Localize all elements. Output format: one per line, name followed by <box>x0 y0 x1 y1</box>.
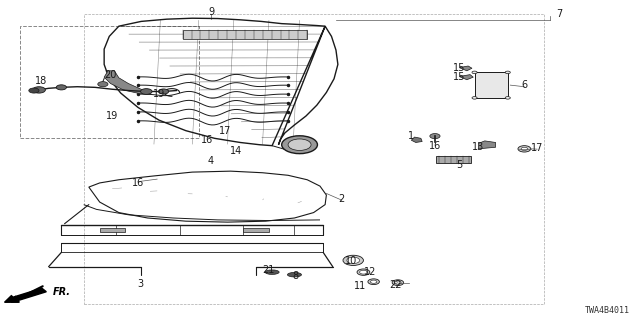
Circle shape <box>282 136 317 154</box>
Circle shape <box>98 82 108 87</box>
Text: 15: 15 <box>453 63 465 73</box>
Circle shape <box>505 71 510 74</box>
Circle shape <box>347 257 360 264</box>
Text: 10: 10 <box>344 256 356 266</box>
Ellipse shape <box>287 272 301 277</box>
Polygon shape <box>104 71 151 94</box>
Circle shape <box>56 85 67 90</box>
Circle shape <box>368 279 380 284</box>
Text: 8: 8 <box>292 271 299 281</box>
Text: 18: 18 <box>35 76 47 86</box>
Ellipse shape <box>265 270 279 274</box>
Circle shape <box>141 89 152 94</box>
Text: 22: 22 <box>389 280 402 290</box>
Polygon shape <box>478 141 495 149</box>
Text: 19: 19 <box>153 89 165 100</box>
Text: FR.: FR. <box>53 287 71 297</box>
Text: 21: 21 <box>263 265 275 275</box>
Circle shape <box>159 89 169 94</box>
Text: 1: 1 <box>408 131 413 141</box>
Bar <box>100 228 125 232</box>
Text: TWA4B4011: TWA4B4011 <box>585 306 630 315</box>
Circle shape <box>392 280 404 285</box>
Circle shape <box>343 255 364 266</box>
Text: 16: 16 <box>201 135 213 145</box>
Polygon shape <box>460 75 473 80</box>
Text: 14: 14 <box>230 146 242 156</box>
Text: 5: 5 <box>456 160 462 170</box>
Text: 6: 6 <box>522 80 527 90</box>
Text: 19: 19 <box>106 111 118 121</box>
Text: 7: 7 <box>556 9 563 19</box>
Circle shape <box>360 270 367 274</box>
Bar <box>182 30 307 39</box>
Text: 11: 11 <box>353 281 365 291</box>
Bar <box>84 14 543 304</box>
Circle shape <box>371 280 377 283</box>
Text: 9: 9 <box>209 7 214 18</box>
Circle shape <box>395 281 401 284</box>
Polygon shape <box>412 137 422 142</box>
Text: 20: 20 <box>104 70 116 80</box>
Text: 3: 3 <box>137 279 143 289</box>
Circle shape <box>521 147 527 150</box>
Circle shape <box>472 97 477 99</box>
Bar <box>474 72 508 98</box>
Text: 17: 17 <box>220 126 232 136</box>
Bar <box>20 26 198 138</box>
Circle shape <box>288 139 311 150</box>
Text: 15: 15 <box>453 72 465 82</box>
Circle shape <box>357 269 370 275</box>
Circle shape <box>518 146 531 152</box>
Text: 16: 16 <box>132 178 144 188</box>
Circle shape <box>505 97 510 99</box>
Circle shape <box>29 88 39 93</box>
Text: 2: 2 <box>339 194 345 204</box>
Bar <box>243 228 269 232</box>
Text: 16: 16 <box>429 141 441 151</box>
FancyArrow shape <box>4 288 46 302</box>
Bar <box>436 156 471 163</box>
Text: 17: 17 <box>531 143 543 153</box>
Polygon shape <box>460 66 472 71</box>
Circle shape <box>33 87 45 93</box>
Circle shape <box>472 71 477 74</box>
Text: 12: 12 <box>364 267 376 277</box>
Text: 4: 4 <box>207 156 213 166</box>
Circle shape <box>430 133 440 139</box>
Text: 13: 13 <box>472 142 484 152</box>
